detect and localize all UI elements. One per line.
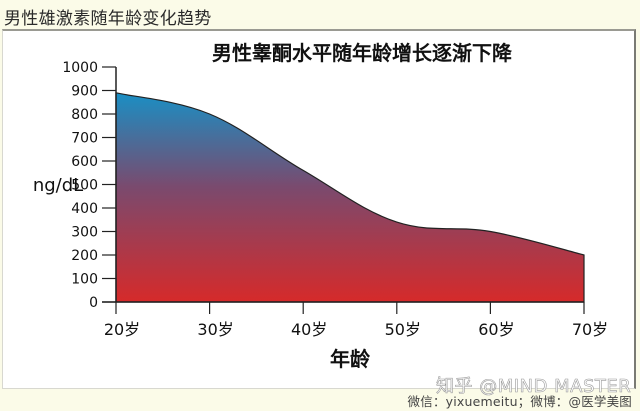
x-axis: 20岁 30岁 40岁 50岁 60岁 70岁 <box>104 302 608 339</box>
x-tick-label: 40岁 <box>291 320 327 339</box>
y-tick-label: 600 <box>71 154 98 170</box>
axis-lines <box>102 67 584 303</box>
y-tick-label: 800 <box>71 107 98 123</box>
x-tick-label: 50岁 <box>385 320 421 339</box>
y-tick-label: 200 <box>71 248 98 264</box>
y-tick-label: 300 <box>71 225 98 241</box>
chart-title: 男性睾酮水平随年龄增长逐渐下降 <box>212 41 513 65</box>
x-tick-label: 20岁 <box>104 320 140 339</box>
x-axis-label: 年龄 <box>330 347 371 371</box>
y-tick-label: 700 <box>71 131 98 147</box>
y-tick-label: 1000 <box>62 60 98 76</box>
x-tick-label: 30岁 <box>197 320 233 339</box>
y-tick-label: 500 <box>71 178 98 194</box>
y-tick-label: 0 <box>89 295 98 311</box>
y-tick-label: 900 <box>71 84 98 100</box>
area-series <box>115 92 585 303</box>
page-heading: 男性雄激素随年龄变化趋势 <box>4 9 212 29</box>
watermark: 知乎 @MIND MASTER <box>436 376 632 398</box>
y-axis-label: ng/dL <box>33 175 83 196</box>
credit-text: 微信：yixuemeitu；微博：@医学美图 <box>407 394 632 409</box>
y-tick-label: 100 <box>71 272 98 288</box>
x-tick-label: 70岁 <box>572 320 608 339</box>
y-axis: 0 100 200 300 400 500 600 700 800 900 1000 <box>62 60 116 311</box>
y-tick-label: 400 <box>71 201 98 217</box>
x-tick-label: 60岁 <box>478 320 514 339</box>
